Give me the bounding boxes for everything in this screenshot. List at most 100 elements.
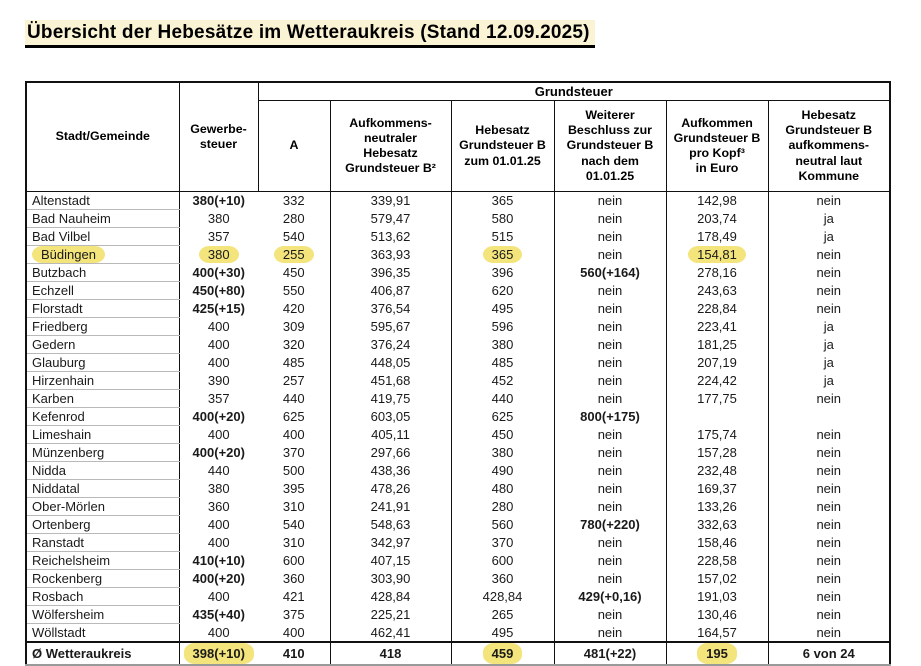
- cell-gewerbesteuer: 450(+80): [179, 282, 258, 300]
- cell-hebesatz-aufkommensneutral: ja: [768, 228, 890, 246]
- cell-weiterer-beschluss: nein: [554, 605, 667, 624]
- table-row: Altenstadt 380(+10) 332 339,91 365 nein 142,98…: [26, 191, 890, 210]
- cell-value: nein: [597, 553, 623, 568]
- cell-weiterer-beschluss: nein: [554, 497, 667, 516]
- cell-value: Ober-Mörlen: [32, 499, 105, 514]
- cell-aufkommen-pro-kopf: 207,19: [666, 353, 769, 372]
- cell-hebesatz-b-2025: 620: [451, 281, 555, 300]
- cell-value: 400: [282, 427, 305, 442]
- cell-value: 380: [491, 445, 514, 460]
- cell-hebesatz-b-2025: 490: [451, 461, 555, 480]
- cell-aufkommen-pro-kopf: [666, 407, 769, 426]
- cell-value: 596: [491, 319, 514, 334]
- cell-grundsteuer-a: 310: [258, 497, 331, 516]
- cell-aufkommensneutraler-hebesatz: 478,26: [330, 479, 452, 498]
- cell-grundsteuer-a: 320: [258, 335, 331, 354]
- cell-value: 440: [282, 391, 305, 406]
- cell-aufkommensneutraler-hebesatz: 603,05: [330, 407, 452, 426]
- cell-aufkommen-pro-kopf: 223,41: [666, 317, 769, 336]
- cell-value: 495: [491, 624, 514, 640]
- cell-hebesatz-aufkommensneutral: nein: [768, 426, 890, 444]
- col-header-hebesatz-aufkommensneutral: Hebesatz Grundsteuer B aufkommens- neutr…: [767, 100, 891, 192]
- cell-gewerbesteuer: 400: [179, 426, 258, 444]
- cell-value: 580: [491, 211, 514, 226]
- cell-value: Ø Wetteraukreis: [32, 646, 132, 661]
- cell-hebesatz-aufkommensneutral: nein: [768, 192, 890, 210]
- cell-value: 280: [491, 499, 514, 514]
- cell-stadt-gemeinde: Rockenberg: [26, 569, 180, 588]
- cell-value: Hirzenhain: [32, 373, 95, 388]
- cell-grundsteuer-a: 600: [258, 551, 331, 570]
- cell-aufkommen-pro-kopf: 228,58: [666, 551, 769, 570]
- cell-hebesatz-b-2025: 380: [451, 443, 555, 462]
- cell-value: nein: [816, 283, 842, 298]
- cell-hebesatz-b-2025: 452: [451, 371, 555, 390]
- cell-value: 625: [491, 409, 514, 424]
- cell-aufkommen-pro-kopf: 154,81: [666, 245, 769, 264]
- cell-value: 142,98: [697, 193, 737, 209]
- cell-stadt-gemeinde: Florstadt: [26, 299, 180, 318]
- cell-value: 515: [491, 229, 514, 244]
- cell-value: 360: [491, 571, 514, 586]
- cell-value: 603,05: [370, 409, 411, 424]
- cell-hebesatz-aufkommensneutral: ja: [768, 210, 890, 228]
- cell-weiterer-beschluss: nein: [554, 227, 667, 246]
- cell-value: nein: [597, 499, 623, 514]
- cell-aufkommen-pro-kopf: 157,02: [666, 569, 769, 588]
- cell-value: nein: [816, 445, 842, 460]
- cell-aufkommensneutraler-hebesatz: 297,66: [330, 443, 452, 462]
- cell-aufkommen-pro-kopf: 178,49: [666, 227, 769, 246]
- cell-aufkommen-pro-kopf: 203,74: [666, 209, 769, 228]
- cell-value: 303,90: [370, 571, 411, 586]
- cell-stadt-gemeinde: Ranstadt: [26, 533, 180, 552]
- cell-value: Ortenberg: [32, 517, 91, 532]
- cell-value: 400: [207, 337, 230, 352]
- cell-grundsteuer-a: 400: [258, 425, 331, 444]
- cell-weiterer-beschluss: nein: [554, 245, 667, 264]
- table-row: Florstadt 425(+15) 420 376,54 495 nein 228,84 n…: [26, 299, 890, 318]
- cell-grundsteuer-a: 310: [258, 533, 331, 552]
- cell-gewerbesteuer: 400: [179, 354, 258, 372]
- cell-stadt-gemeinde: Münzenberg: [26, 443, 180, 462]
- cell-weiterer-beschluss: nein: [554, 209, 667, 228]
- cell-aufkommensneutraler-hebesatz: 396,35: [330, 263, 452, 282]
- cell-value: 478,26: [370, 481, 411, 496]
- cell-value: 207,19: [697, 355, 737, 370]
- col-header-stadt-gemeinde: Stadt/Gemeinde: [25, 81, 180, 192]
- cell-value: 175,74: [697, 427, 737, 442]
- table-row: Münzenberg 400(+20) 370 297,66 380 nein 157,28…: [26, 443, 890, 462]
- cell-value: Kefenrod: [32, 409, 85, 424]
- cell-stadt-gemeinde: Nidda: [26, 461, 180, 480]
- total-row: Ø Wetteraukreis 398(+10) 410 418 459 481(+22)…: [26, 641, 890, 665]
- cell-aufkommensneutraler-hebesatz: 418: [330, 641, 452, 665]
- cell-grundsteuer-a: 440: [258, 389, 331, 408]
- cell-value: Wölfersheim: [32, 607, 105, 622]
- cell-value: ja: [823, 319, 834, 334]
- cell-hebesatz-aufkommensneutral: nein: [768, 624, 890, 643]
- cell-value: 360: [207, 499, 230, 514]
- cell-aufkommen-pro-kopf: 332,63: [666, 515, 769, 534]
- cell-value: Limeshain: [32, 427, 92, 442]
- cell-hebesatz-b-2025: 495: [451, 299, 555, 318]
- cell-value: nein: [816, 624, 842, 640]
- cell-value: nein: [597, 391, 623, 406]
- cell-value: 450: [282, 265, 305, 280]
- cell-value: 400: [207, 427, 230, 442]
- cell-gewerbesteuer: 400: [179, 318, 258, 336]
- cell-value: nein: [597, 283, 623, 298]
- cell-value: 540: [282, 517, 305, 532]
- cell-aufkommensneutraler-hebesatz: 225,21: [330, 605, 452, 624]
- cell-gewerbesteuer: 360: [179, 498, 258, 516]
- cell-value: 370: [282, 445, 305, 460]
- cell-value: 232,48: [697, 463, 737, 478]
- cell-gewerbesteuer: 390: [179, 372, 258, 390]
- cell-value: nein: [816, 301, 842, 316]
- table-row: Bad Nauheim 380 280 579,47 580 nein 203,74 ja: [26, 209, 890, 228]
- cell-aufkommen-pro-kopf: 191,03: [666, 587, 769, 606]
- cell-aufkommensneutraler-hebesatz: 407,15: [330, 551, 452, 570]
- cell-stadt-gemeinde: Rosbach: [26, 587, 180, 606]
- cell-gewerbesteuer: 400: [179, 516, 258, 534]
- cell-value: 380(+10): [192, 193, 245, 209]
- cell-value: 429(+0,16): [578, 589, 642, 604]
